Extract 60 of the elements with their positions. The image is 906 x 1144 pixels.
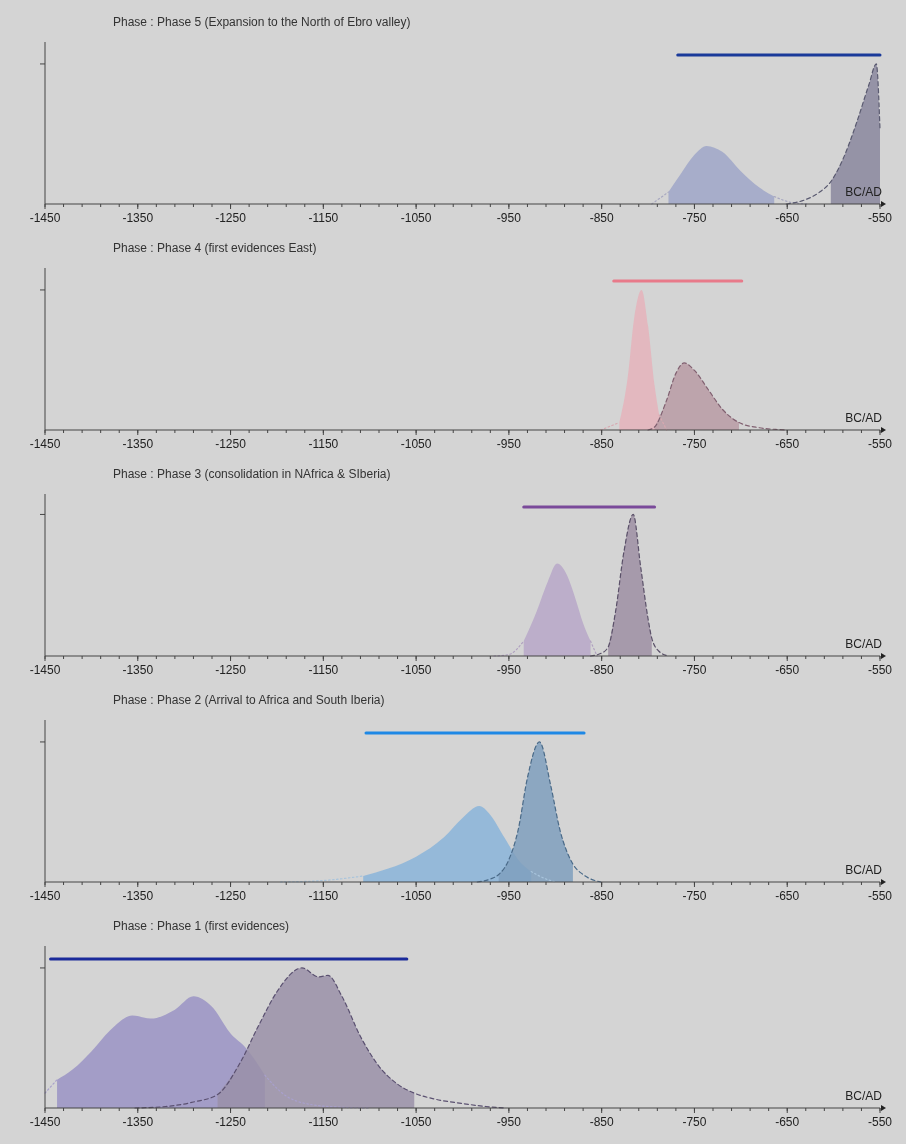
- x-tick-label: -850: [589, 1115, 614, 1129]
- x-tick-label: -1250: [215, 663, 247, 677]
- x-tick-label: -1150: [308, 211, 339, 225]
- x-tick-label: -1150: [308, 663, 339, 677]
- x-tick-label: -1050: [400, 1115, 432, 1129]
- x-tick-label: -1350: [122, 889, 154, 903]
- x-tick-label: -950: [496, 437, 522, 451]
- x-tick-label: -650: [775, 211, 800, 225]
- x-tick-label: -750: [682, 1115, 707, 1129]
- x-tick-label: -550: [867, 663, 893, 677]
- x-tick-label: -1150: [308, 889, 339, 903]
- x-tick-label: -950: [496, 211, 522, 225]
- x-tick-label: -850: [589, 889, 614, 903]
- x-tick-label: -1250: [215, 889, 247, 903]
- x-tick-label: -750: [682, 663, 707, 677]
- x-axis-title: BC/AD: [845, 1089, 883, 1103]
- x-axis-title: BC/AD: [845, 863, 883, 877]
- x-tick-label: -1350: [122, 437, 154, 451]
- x-tick-label: -750: [682, 211, 707, 225]
- x-tick-label: -650: [775, 437, 800, 451]
- x-tick-label: -950: [496, 1115, 522, 1129]
- x-tick-label: -850: [589, 211, 614, 225]
- x-tick-label: -850: [589, 663, 614, 677]
- x-tick-label: -1450: [29, 1115, 61, 1129]
- x-axis-title: BC/AD: [845, 637, 883, 651]
- x-tick-label: -1350: [122, 211, 154, 225]
- x-tick-label: -1050: [400, 211, 432, 225]
- x-tick-label: -1150: [308, 1115, 339, 1129]
- chart-title: Phase : Phase 2 (Arrival to Africa and South Iberia): [113, 693, 385, 707]
- x-tick-label: -1250: [215, 437, 247, 451]
- chart-title: Phase : Phase 3 (consolidation in NAfrica & SIberia): [113, 467, 391, 481]
- x-tick-label: -1250: [215, 1115, 247, 1129]
- x-axis-title: BC/AD: [845, 185, 883, 199]
- chart-title: Phase : Phase 1 (first evidences): [113, 919, 290, 933]
- x-tick-label: -550: [867, 889, 893, 903]
- x-tick-label: -750: [682, 437, 707, 451]
- x-tick-label: -650: [775, 889, 800, 903]
- x-tick-label: -1450: [29, 437, 61, 451]
- chart-title: Phase : Phase 4 (first evidences East): [113, 241, 317, 255]
- x-tick-label: -550: [867, 437, 893, 451]
- x-tick-label: -650: [775, 663, 800, 677]
- x-tick-label: -1150: [308, 437, 339, 451]
- x-tick-label: -1450: [29, 211, 61, 225]
- x-tick-label: -750: [682, 889, 707, 903]
- chart-title: Phase : Phase 5 (Expansion to the North of Ebro valley): [113, 15, 411, 29]
- x-tick-label: -550: [867, 1115, 893, 1129]
- x-tick-label: -1050: [400, 663, 432, 677]
- x-tick-label: -950: [496, 889, 522, 903]
- x-tick-label: -650: [775, 1115, 800, 1129]
- x-tick-label: -1450: [29, 663, 61, 677]
- x-tick-label: -1050: [400, 889, 432, 903]
- x-tick-label: -1250: [215, 211, 247, 225]
- x-tick-label: -1350: [122, 1115, 154, 1129]
- x-tick-label: -1450: [29, 889, 61, 903]
- x-axis-title: BC/AD: [845, 411, 883, 425]
- x-tick-label: -850: [589, 437, 614, 451]
- x-tick-label: -950: [496, 663, 522, 677]
- x-tick-label: -1350: [122, 663, 154, 677]
- x-tick-label: -550: [867, 211, 893, 225]
- x-tick-label: -1050: [400, 437, 432, 451]
